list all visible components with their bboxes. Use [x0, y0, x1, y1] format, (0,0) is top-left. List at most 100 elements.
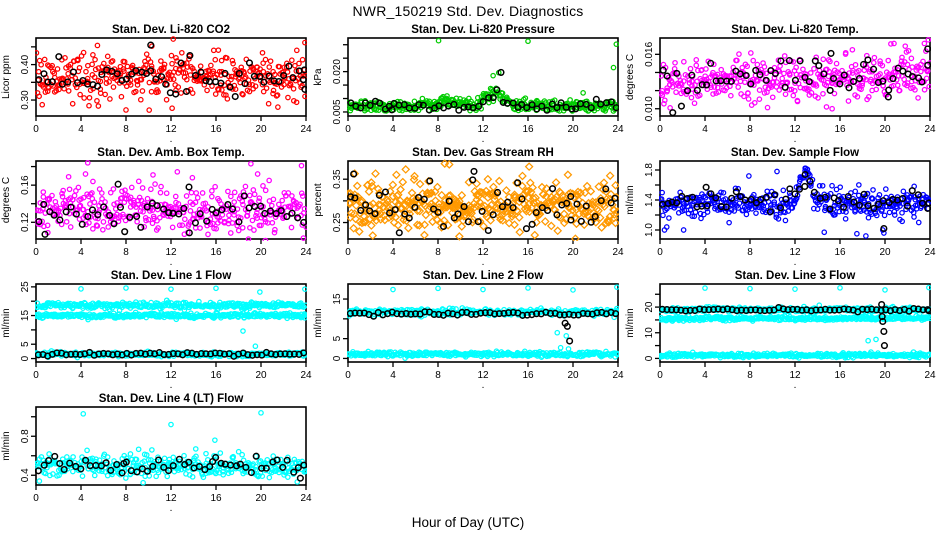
detail-points	[347, 159, 619, 241]
svg-text:4: 4	[702, 370, 708, 381]
detail-points-band-mid	[659, 312, 931, 324]
svg-text:16: 16	[834, 247, 846, 258]
panel-title: Stan. Dev. Li-820 Temp.	[731, 24, 858, 36]
svg-text:24: 24	[300, 247, 312, 258]
svg-text:0: 0	[657, 370, 663, 381]
panel-gas-stream-rh: Stan. Dev. Gas Stream RH 0.25 0.35 percent 0…	[312, 145, 624, 268]
svg-text:24: 24	[924, 370, 936, 381]
detail-outliers	[78, 285, 307, 350]
detail-points-band-low	[347, 348, 619, 361]
x-axis: 0 4 8 12 16 20 24	[657, 116, 936, 135]
svg-text:1.8: 1.8	[644, 163, 655, 177]
y-axis: 0 10 20	[644, 293, 660, 361]
svg-text:16: 16	[834, 124, 846, 135]
plot-gas-stream-rh: Stan. Dev. Gas Stream RH 0.25 0.35 percent 0…	[313, 147, 624, 268]
x-axis: 0 4 8 12 16 20 24	[345, 116, 624, 135]
svg-text:0.016: 0.016	[644, 41, 655, 66]
svg-text:0.16: 0.16	[20, 175, 31, 195]
panel-title: Stan. Dev. Li-820 CO2	[112, 24, 230, 36]
overlay-points	[659, 170, 931, 233]
panel-sub-xlab: .	[794, 380, 797, 391]
y-axis-title: ml/min	[1, 308, 12, 337]
panel-title: Stan. Dev. Line 3 Flow	[735, 270, 856, 282]
x-axis: 0 4 8 12 16 20 24	[657, 239, 936, 258]
overlay-points	[35, 41, 307, 101]
svg-text:12: 12	[789, 370, 801, 381]
svg-text:5: 5	[332, 335, 343, 341]
panel-line2-flow: Stan. Dev. Line 2 Flow 0 5 15 ml/min 0 4 8 12 16 2…	[312, 268, 624, 391]
svg-text:15: 15	[332, 293, 343, 305]
svg-text:12: 12	[165, 370, 177, 381]
panel-sample-flow: Stan. Dev. Sample Flow 1.0 1.4 1.8 ml/min 0 4 8…	[624, 145, 936, 268]
panel-sub-xlab: .	[482, 257, 485, 268]
svg-text:16: 16	[210, 124, 222, 135]
panel-sub-xlab: .	[794, 257, 797, 268]
panel-sub-xlab: .	[482, 380, 485, 391]
svg-text:12: 12	[477, 370, 489, 381]
svg-text:8: 8	[123, 247, 129, 258]
svg-text:0.30: 0.30	[20, 90, 31, 110]
panel-title: Stan. Dev. Line 1 Flow	[111, 270, 232, 282]
svg-text:20: 20	[255, 124, 267, 135]
svg-text:8: 8	[435, 124, 441, 135]
svg-text:12: 12	[165, 124, 177, 135]
y-axis: 1.0 1.4 1.8	[644, 163, 660, 237]
svg-text:20: 20	[879, 247, 891, 258]
svg-text:10: 10	[644, 327, 655, 339]
svg-text:0: 0	[332, 355, 343, 361]
svg-text:20: 20	[879, 370, 891, 381]
detail-points	[659, 36, 931, 112]
y-axis: 0.25 0.35	[332, 169, 348, 232]
x-axis: 0 4 8 12 16 20 24	[33, 239, 312, 258]
svg-text:24: 24	[924, 124, 936, 135]
plot-line1-flow: Stan. Dev. Line 1 Flow 0 5 15 25 ml/min 0 4 8 12 1…	[1, 270, 312, 391]
svg-text:4: 4	[78, 124, 84, 135]
svg-text:4: 4	[702, 247, 708, 258]
x-axis: 0 4 8 12 16 20 24	[33, 485, 312, 504]
panel-title: Stan. Dev. Gas Stream RH	[412, 147, 554, 159]
panel-sub-xlab: .	[170, 134, 173, 145]
svg-text:12: 12	[477, 124, 489, 135]
svg-text:20: 20	[879, 124, 891, 135]
detail-points-band-mid	[35, 309, 307, 323]
svg-text:0: 0	[345, 370, 351, 381]
svg-text:0: 0	[33, 370, 39, 381]
svg-text:4: 4	[390, 247, 396, 258]
svg-text:16: 16	[210, 247, 222, 258]
y-axis-title: ml/min	[1, 431, 12, 460]
svg-text:8: 8	[435, 370, 441, 381]
panel-amb-box-temp: Stan. Dev. Amb. Box Temp. 0.12 0.16 degrees…	[0, 145, 312, 268]
svg-text:12: 12	[789, 247, 801, 258]
detail-points	[35, 410, 307, 486]
svg-text:0: 0	[657, 124, 663, 135]
y-axis: 0 5 15	[332, 293, 348, 361]
svg-text:16: 16	[522, 370, 534, 381]
panel-li820-co2: Stan. Dev. Li-820 CO2 0.30 0.40 Licor ppm 0 4…	[0, 22, 312, 145]
plot-box	[347, 160, 619, 240]
plot-line3-flow: Stan. Dev. Line 3 Flow 0 10 20 ml/min 0 4 8 12 16…	[625, 270, 936, 391]
svg-text:20: 20	[644, 301, 655, 313]
svg-text:0.005: 0.005	[332, 99, 343, 124]
plot-li820-co2: Stan. Dev. Li-820 CO2 0.30 0.40 Licor ppm 0 4…	[1, 24, 312, 145]
y-axis-title: ml/min	[625, 308, 636, 337]
y-axis-title: degrees C	[625, 54, 636, 100]
panel-line4-lt-flow: Stan. Dev. Line 4 (LT) Flow 0.4 0.8 ml/min 0…	[0, 391, 312, 514]
y-axis: 0.010 0.016	[644, 41, 660, 121]
panel-title: Stan. Dev. Sample Flow	[731, 147, 859, 159]
overlay-points	[659, 45, 931, 117]
panel-sub-xlab: .	[482, 134, 485, 145]
y-axis: 0 5 15 25	[20, 281, 36, 361]
svg-text:24: 24	[612, 247, 624, 258]
svg-text:20: 20	[255, 370, 267, 381]
panel-sub-xlab: .	[794, 134, 797, 145]
svg-text:0: 0	[657, 247, 663, 258]
figure-title: NWR_150219 Std. Dev. Diagnostics	[352, 3, 584, 19]
svg-text:0.40: 0.40	[20, 54, 31, 74]
plot-box	[35, 406, 307, 486]
svg-text:24: 24	[300, 370, 312, 381]
plot-line2-flow: Stan. Dev. Line 2 Flow 0 5 15 ml/min 0 4 8 12 16 2…	[313, 270, 624, 391]
svg-text:0.010: 0.010	[644, 96, 655, 121]
panel-title: Stan. Dev. Amb. Box Temp.	[97, 147, 244, 159]
svg-text:0.35: 0.35	[332, 169, 343, 189]
overlay-points	[659, 300, 931, 350]
